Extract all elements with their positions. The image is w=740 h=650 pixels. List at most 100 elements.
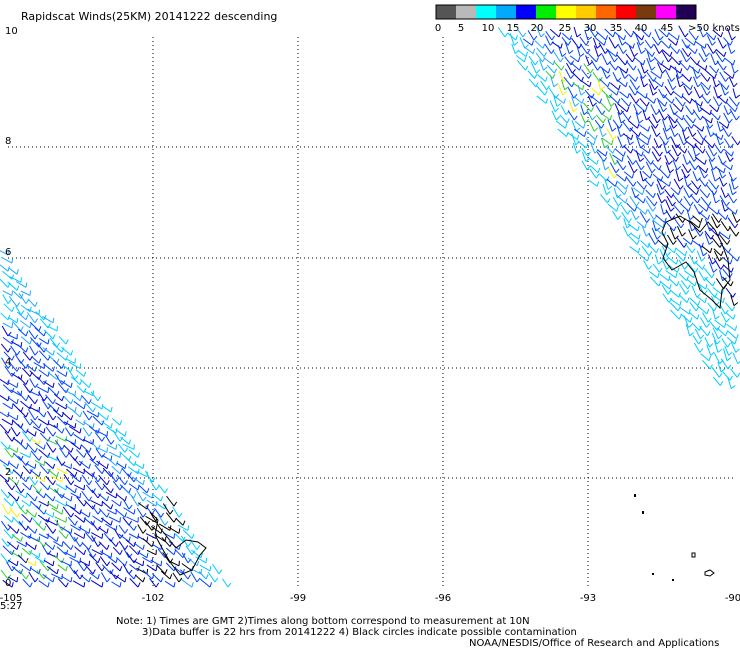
wind-barb-tick bbox=[11, 339, 14, 345]
wind-barb bbox=[616, 194, 626, 204]
wind-barb bbox=[557, 45, 563, 57]
wind-barb-tick bbox=[718, 372, 723, 378]
wind-barb-tick bbox=[677, 306, 681, 312]
wind-barb bbox=[662, 141, 668, 154]
wind-barb-tick bbox=[20, 293, 24, 299]
wind-barb bbox=[120, 436, 130, 445]
wind-barb-tick bbox=[699, 231, 704, 237]
wind-barb-tick bbox=[642, 74, 647, 79]
wind-barb bbox=[181, 552, 189, 564]
wind-barb bbox=[127, 466, 139, 475]
wind-barb-tick bbox=[729, 157, 734, 162]
wind-barb-tick bbox=[587, 36, 593, 41]
wind-barb bbox=[20, 290, 31, 296]
wind-barb bbox=[54, 373, 63, 385]
wind-barb bbox=[8, 446, 18, 453]
wind-barb bbox=[627, 119, 638, 129]
wind-barb-tick bbox=[7, 266, 10, 272]
wind-barb-tick bbox=[65, 549, 69, 555]
wind-barb bbox=[103, 532, 112, 542]
wind-barb-tick bbox=[614, 44, 619, 49]
wind-barb-tick bbox=[182, 520, 186, 526]
wind-barb bbox=[165, 512, 175, 523]
wind-barb bbox=[595, 30, 607, 41]
wind-barb-tick bbox=[733, 82, 738, 88]
wind-barb bbox=[44, 542, 54, 550]
wind-barb-tick bbox=[715, 199, 720, 204]
wind-barb-tick bbox=[666, 251, 671, 257]
wind-barb bbox=[711, 168, 716, 182]
wind-barb bbox=[713, 258, 722, 270]
wind-barb-tick bbox=[11, 355, 15, 361]
wind-barb-tick bbox=[712, 281, 716, 287]
wind-barb bbox=[612, 119, 620, 129]
wind-barb bbox=[629, 79, 638, 91]
wind-barb bbox=[65, 358, 76, 364]
wind-barb-tick bbox=[523, 56, 527, 63]
wind-barb bbox=[646, 57, 652, 71]
wind-barb bbox=[36, 386, 49, 394]
wind-barb bbox=[715, 278, 725, 290]
wind-barb bbox=[628, 73, 636, 82]
wind-barb-tick bbox=[728, 351, 733, 356]
wind-barb bbox=[716, 120, 721, 132]
wind-barb bbox=[682, 95, 691, 104]
wind-barb bbox=[728, 76, 735, 88]
wind-barb bbox=[22, 482, 31, 491]
wind-barb bbox=[553, 61, 562, 71]
wind-barb-tick bbox=[38, 471, 41, 477]
wind-barb bbox=[675, 144, 686, 154]
land-outlines bbox=[149, 215, 731, 581]
wind-barb-tick bbox=[646, 218, 651, 223]
wind-barb-tick bbox=[29, 533, 32, 539]
wind-barb bbox=[626, 134, 631, 146]
wind-barb bbox=[717, 80, 727, 91]
wind-barb bbox=[511, 43, 516, 54]
wind-barb bbox=[53, 554, 63, 564]
wind-barb bbox=[42, 363, 54, 372]
wind-barb-tick bbox=[730, 385, 736, 389]
island-5 bbox=[691, 552, 696, 558]
wind-barb bbox=[722, 276, 732, 287]
wind-barb-tick bbox=[588, 73, 592, 79]
wind-barb bbox=[667, 113, 676, 124]
wind-barb-tick bbox=[667, 135, 672, 140]
wind-barb-tick bbox=[25, 363, 29, 369]
wind-barb-tick bbox=[640, 165, 645, 171]
wind-barb-tick bbox=[716, 223, 721, 229]
wind-barb-tick bbox=[61, 461, 66, 466]
wind-barb-tick bbox=[709, 124, 714, 129]
wind-barb-tick bbox=[562, 91, 567, 96]
wind-barb bbox=[195, 556, 207, 564]
wind-barb-tick bbox=[74, 537, 79, 542]
wind-barb bbox=[659, 135, 667, 146]
legend-swatch bbox=[616, 5, 637, 19]
wind-barb bbox=[142, 491, 153, 499]
wind-barb-tick bbox=[101, 517, 104, 523]
wind-barb-tick bbox=[616, 194, 622, 199]
wind-barb bbox=[720, 311, 727, 323]
wind-barb bbox=[687, 185, 697, 196]
wind-barb bbox=[717, 96, 727, 104]
wind-barb-tick bbox=[675, 272, 678, 278]
wind-barb-tick bbox=[649, 173, 653, 179]
wind-barb-tick bbox=[669, 284, 672, 290]
wind-barb bbox=[9, 507, 18, 518]
wind-barb-tick bbox=[654, 123, 659, 129]
wind-barb-tick bbox=[655, 110, 660, 116]
wind-barb-tick bbox=[106, 415, 110, 421]
wind-barb-tick bbox=[687, 65, 691, 71]
wind-barb-tick bbox=[200, 552, 203, 558]
wind-barb bbox=[8, 462, 18, 470]
wind-barb-tick bbox=[83, 371, 87, 377]
wind-barb bbox=[707, 205, 718, 215]
wind-barb bbox=[53, 393, 63, 402]
wind-barb bbox=[674, 96, 684, 107]
wind-barb-tick bbox=[70, 495, 73, 502]
wind-barb-tick bbox=[667, 57, 672, 63]
wind-barb-tick bbox=[653, 98, 657, 104]
wind-barb bbox=[651, 227, 658, 240]
wind-barb bbox=[700, 353, 710, 362]
wind-barb-tick bbox=[625, 198, 628, 204]
wind-barb-tick bbox=[142, 560, 145, 566]
